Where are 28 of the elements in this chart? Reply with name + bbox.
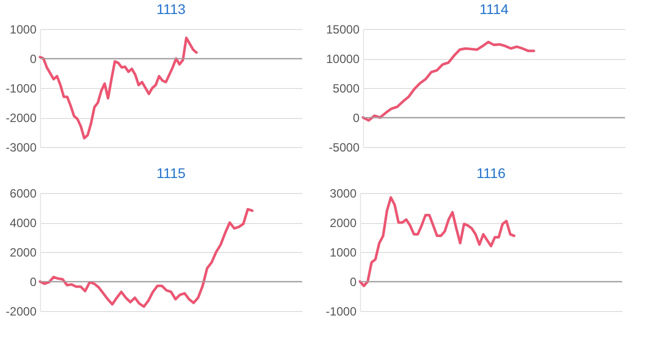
y-tick-label: 3000	[330, 186, 357, 200]
y-tick-label: 6000	[10, 186, 37, 200]
chart-title: 1115	[156, 165, 186, 181]
line-series	[358, 196, 516, 288]
y-tick-label: -3000	[6, 140, 37, 154]
chart-title: 1114	[479, 1, 509, 17]
chart-title: 1116	[476, 165, 506, 181]
y-tick-label: 2000	[330, 216, 357, 230]
chart-title: 1113	[156, 1, 186, 17]
line-series	[38, 36, 198, 140]
y-tick-label: 5000	[332, 82, 360, 96]
y-tick-label: 0	[352, 111, 360, 125]
y-tick-label: 1000	[10, 22, 37, 36]
y-tick-label: 0	[30, 52, 37, 66]
y-tick-label: 10000	[326, 52, 360, 66]
line-series	[38, 208, 254, 308]
y-tick-label: -1000	[326, 304, 357, 318]
y-tick-label: 15000	[326, 22, 360, 36]
y-tick-label: -5000	[328, 140, 360, 154]
y-tick-label: -2000	[6, 304, 37, 318]
y-tick-label: 0	[350, 275, 357, 289]
y-tick-label: 4000	[10, 216, 37, 230]
y-tick-label: 0	[30, 275, 37, 289]
y-tick-label: 1000	[330, 246, 357, 260]
y-tick-label: -2000	[6, 111, 37, 125]
line-series	[362, 40, 536, 122]
y-tick-label: -1000	[6, 82, 37, 96]
y-tick-label: 2000	[10, 246, 37, 260]
